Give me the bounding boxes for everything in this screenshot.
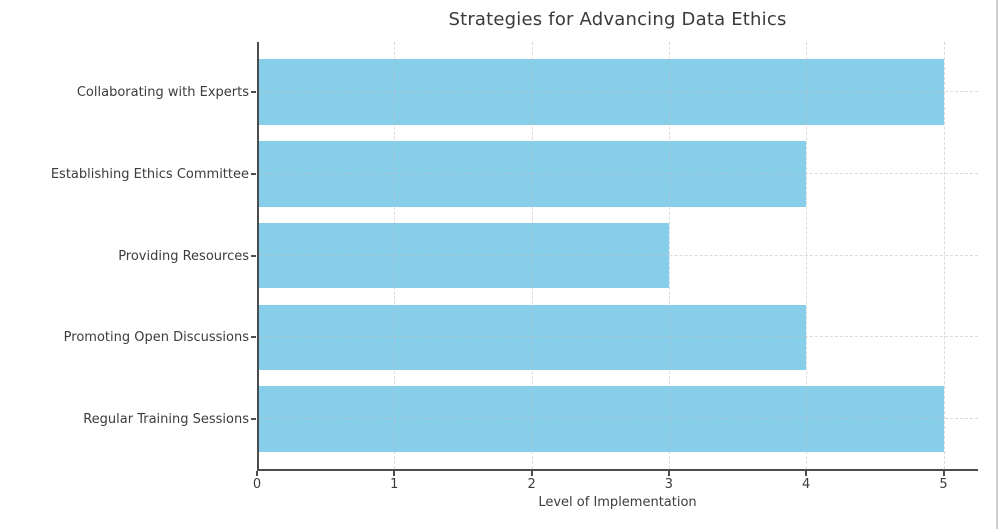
x-tick-mark xyxy=(942,471,945,476)
bar xyxy=(259,141,807,207)
y-tick-mark xyxy=(251,91,256,93)
y-tick-mark xyxy=(251,418,256,421)
category-label: Promoting Open Discussions xyxy=(63,330,249,346)
y-tick-mark xyxy=(251,336,256,339)
bar xyxy=(259,222,669,289)
x-tick-mark xyxy=(256,471,258,476)
category-label: Collaborating with Experts xyxy=(76,85,249,100)
x-tick-label: 5 xyxy=(939,477,948,492)
bar xyxy=(259,59,944,125)
gridline-horizontal xyxy=(259,91,978,92)
gridline-horizontal xyxy=(259,172,978,174)
gridline-horizontal xyxy=(259,418,978,420)
x-tick-label: 0 xyxy=(252,477,262,492)
gridline-horizontal xyxy=(259,336,978,338)
y-tick-mark xyxy=(251,254,256,257)
window-right-edge xyxy=(996,0,998,529)
x-axis-label: Level of Implementation xyxy=(538,495,697,510)
category-label: Providing Resources xyxy=(118,248,249,264)
x-tick-label: 1 xyxy=(390,477,399,492)
x-tick-mark xyxy=(530,471,533,476)
gridline-horizontal xyxy=(259,254,978,256)
bar xyxy=(259,386,944,452)
x-tick-label: 3 xyxy=(664,477,674,492)
category-label: Establishing Ethics Committee xyxy=(50,166,249,182)
bar xyxy=(259,304,807,371)
plot-area xyxy=(257,42,978,471)
x-tick-mark xyxy=(667,471,670,476)
x-tick-mark xyxy=(393,471,396,476)
y-tick-mark xyxy=(251,172,256,175)
category-label: Regular Training Sessions xyxy=(83,412,249,428)
x-tick-mark xyxy=(805,471,808,476)
chart-title: Strategies for Advancing Data Ethics xyxy=(448,9,787,30)
x-tick-label: 4 xyxy=(802,477,811,492)
x-tick-label: 2 xyxy=(527,477,536,492)
